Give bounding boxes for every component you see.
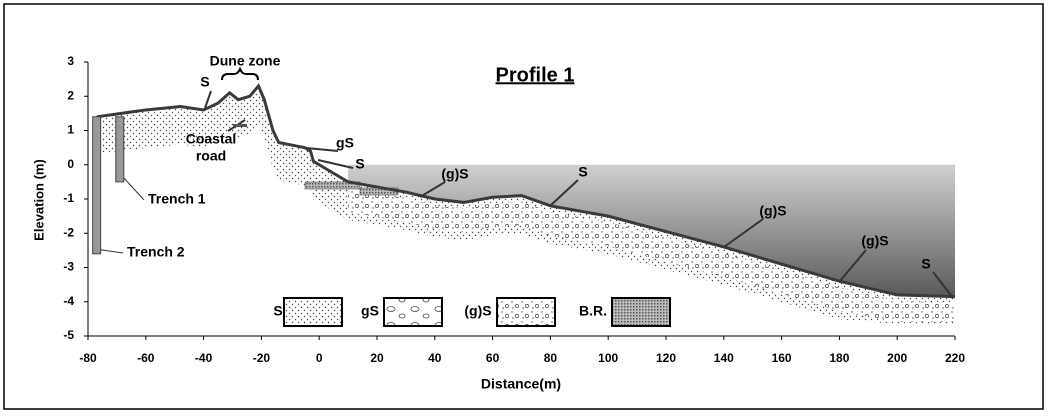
legend-swatch	[283, 297, 343, 327]
leader-line	[549, 179, 579, 207]
legend-swatch	[496, 297, 556, 327]
annotation: Coastal	[186, 131, 237, 147]
dune-brace	[221, 66, 259, 81]
y-tick-label: 0	[67, 157, 74, 171]
annotation: S	[200, 74, 209, 90]
x-tick-label: 180	[829, 351, 849, 365]
x-tick-label: -20	[253, 351, 271, 365]
x-tick-label: 60	[486, 351, 500, 365]
leader-line	[932, 271, 954, 299]
annotation: (g)S	[759, 203, 786, 219]
leader-line	[419, 181, 446, 198]
y-tick-label: 2	[67, 88, 74, 102]
y-tick-label: -1	[63, 191, 74, 205]
x-tick-label: -60	[137, 351, 155, 365]
coastal-road	[233, 124, 247, 127]
leader-line	[839, 249, 867, 282]
x-tick-label: 0	[316, 351, 323, 365]
x-axis-label: Distance(m)	[481, 376, 561, 392]
y-tick-label: -2	[63, 225, 74, 239]
legend-label: gS	[361, 303, 379, 319]
annotation: S	[921, 256, 930, 272]
x-tick-label: 100	[598, 351, 618, 365]
leader-line	[100, 249, 124, 254]
legend-label: (g)S	[464, 303, 491, 319]
sea-area	[348, 164, 956, 297]
annotation: road	[196, 148, 226, 164]
trench-label: Trench 2	[127, 244, 185, 260]
leader-line	[305, 147, 339, 152]
annotation: S	[578, 164, 587, 180]
x-tick-label: 80	[544, 351, 558, 365]
profile-line	[96, 83, 956, 299]
legend-label: B.R.	[579, 303, 607, 319]
trench	[115, 116, 125, 183]
legend-label: S	[273, 303, 282, 319]
legend-swatch	[383, 297, 443, 327]
leader-line	[204, 90, 212, 109]
legend-swatch	[611, 297, 671, 327]
x-tick-label: 120	[656, 351, 676, 365]
x-tick-label: 20	[370, 351, 384, 365]
x-tick-label: 220	[945, 351, 965, 365]
annotation: gS	[336, 135, 354, 151]
annotation: Dune zone	[210, 53, 281, 69]
annotation: (g)S	[441, 166, 468, 182]
y-tick-label: -5	[63, 328, 74, 342]
y-tick-label: -4	[63, 294, 74, 308]
y-tick-label: -3	[63, 260, 74, 274]
x-tick-label: 200	[887, 351, 907, 365]
leader-line	[317, 159, 354, 169]
annotation: S	[355, 156, 364, 172]
leader-line	[123, 177, 145, 201]
x-tick-label: -80	[79, 351, 97, 365]
leader-line	[723, 218, 764, 248]
sediment-gravelly-sand	[348, 187, 956, 322]
y-tick-label: 1	[67, 123, 74, 137]
y-tick-label: 3	[67, 54, 74, 68]
x-tick-label: 160	[772, 351, 792, 365]
chart-title: Profile 1	[496, 64, 575, 86]
y-axis-label: Elevation (m)	[31, 159, 46, 241]
trench-label: Trench 1	[148, 191, 206, 207]
annotation: (g)S	[861, 233, 888, 249]
x-tick-label: 40	[428, 351, 442, 365]
trench	[92, 116, 102, 255]
x-tick-label: 140	[714, 351, 734, 365]
x-tick-label: -40	[195, 351, 213, 365]
